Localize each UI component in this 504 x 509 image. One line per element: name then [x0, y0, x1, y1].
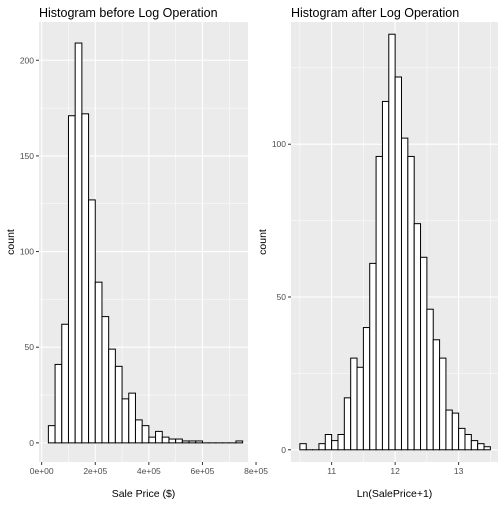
histogram-bar — [332, 441, 338, 450]
histogram-bar — [68, 116, 75, 443]
histogram-bar — [484, 447, 490, 450]
histogram-bar — [176, 439, 183, 443]
histogram-bar — [48, 426, 55, 443]
histogram-bar — [169, 439, 176, 443]
histogram-bar — [55, 364, 62, 442]
y-tick-label: 50 — [277, 292, 287, 302]
histogram-bar — [115, 366, 122, 443]
histogram-bar — [459, 428, 465, 449]
y-axis-title: count — [5, 229, 17, 255]
histogram-bar — [452, 413, 458, 450]
x-tick-label: 6e+05 — [191, 466, 215, 476]
x-tick-label: 2e+05 — [83, 466, 107, 476]
histogram-bar — [370, 263, 376, 449]
histogram-bar — [75, 43, 82, 443]
histogram-bar — [363, 328, 369, 450]
histogram-bar — [300, 444, 306, 450]
histogram-bar — [478, 444, 484, 450]
x-tick-label: 8e+05 — [244, 466, 268, 476]
histogram-bar — [236, 441, 243, 443]
histogram-bar — [189, 441, 196, 443]
chart-title-before-log: Histogram before Log Operation — [39, 6, 218, 20]
x-axis-title: Ln(SalePrice+1) — [357, 488, 433, 500]
chart-title-after-log: Histogram after Log Operation — [291, 6, 459, 20]
histogram-bar — [129, 393, 136, 443]
histogram-bar — [389, 34, 395, 450]
histogram-bar — [149, 437, 156, 443]
y-tick-label: 50 — [25, 342, 35, 352]
histogram-bar — [62, 324, 69, 443]
histogram-bar — [182, 441, 189, 443]
histogram-bar — [414, 224, 420, 450]
histogram-bar — [319, 444, 325, 450]
y-axis-title: count — [257, 229, 269, 255]
histogram-bar — [395, 77, 401, 450]
histogram-bar — [122, 399, 129, 443]
histogram-bar — [95, 282, 102, 443]
panel-after-log: 11 12 13 0 50 100 Ln(SalePrice+1) count Histogra… — [257, 6, 498, 500]
histogram-bar — [142, 426, 149, 443]
histogram-bar — [440, 358, 446, 450]
y-tick-label: 200 — [20, 55, 34, 65]
histogram-bar — [344, 398, 350, 450]
y-tick-label: 0 — [29, 438, 34, 448]
histogram-bar — [102, 317, 109, 443]
histogram-bar — [382, 101, 388, 449]
x-tick-label: 12 — [390, 466, 400, 476]
x-tick-label: 0e+00 — [30, 466, 54, 476]
y-tick-label: 0 — [281, 445, 286, 455]
x-tick-label: 13 — [454, 466, 464, 476]
panel-before-log: 0e+00 2e+05 4e+05 6e+05 8e+05 0 50 100 150 200 Sal… — [5, 6, 268, 500]
x-tick-label: 4e+05 — [137, 466, 161, 476]
histogram-bar — [351, 358, 357, 450]
histogram-bar — [109, 349, 116, 443]
histogram-bar — [135, 420, 142, 443]
histogram-bar — [82, 114, 89, 443]
x-tick-label: 11 — [327, 466, 336, 476]
histogram-bar — [465, 435, 471, 450]
histogram-bar — [376, 156, 382, 449]
histogram-bar — [357, 367, 363, 450]
histogram-bar — [162, 437, 169, 443]
y-tick-label: 100 — [272, 139, 286, 149]
histogram-bar — [156, 431, 163, 442]
histogram-bar — [401, 138, 407, 450]
histogram-bar — [427, 309, 433, 450]
y-tick-label: 100 — [20, 247, 34, 257]
y-tick-label: 150 — [20, 151, 34, 161]
histogram-bar — [325, 435, 331, 450]
histogram-bar — [421, 257, 427, 450]
histogram-bar — [338, 435, 344, 450]
histogram-bar — [433, 340, 439, 450]
histogram-bar — [196, 441, 203, 443]
histogram-bar — [471, 441, 477, 450]
histogram-bar — [89, 200, 96, 443]
histogram-bar — [446, 410, 452, 450]
histogram-bar — [408, 156, 414, 449]
x-axis-title: Sale Price ($) — [112, 488, 176, 500]
